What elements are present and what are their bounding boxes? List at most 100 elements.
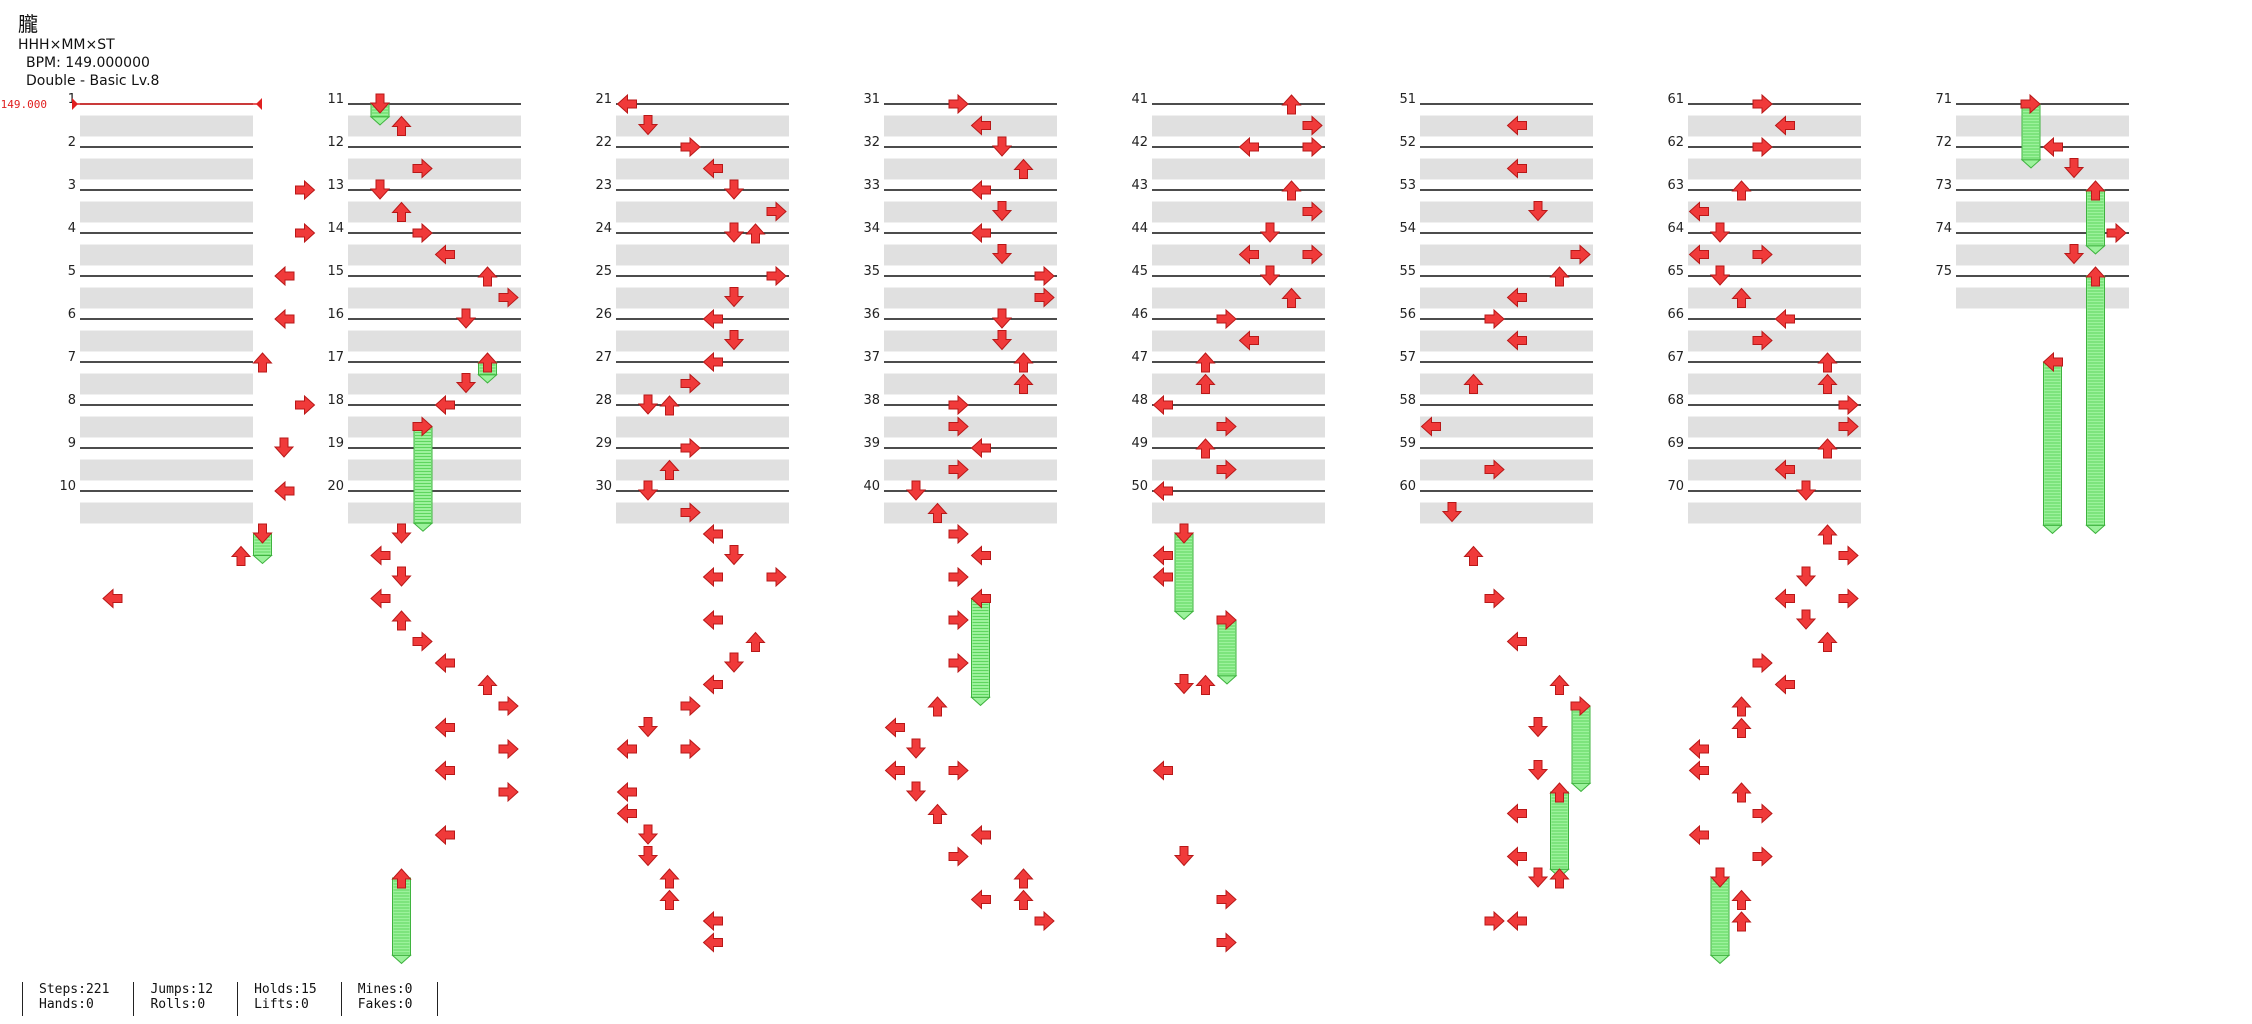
arrow-left-icon bbox=[1506, 158, 1527, 179]
row-stripe bbox=[1152, 287, 1325, 309]
arrow-left-icon bbox=[970, 889, 991, 910]
measure-number: 61 bbox=[1667, 92, 1684, 107]
measure-number: 37 bbox=[863, 350, 880, 365]
arrow-up-icon bbox=[1731, 717, 1752, 738]
arrow-down-icon bbox=[637, 717, 659, 738]
row-stripe bbox=[1420, 459, 1593, 481]
stat-line: Jumps:12 bbox=[150, 982, 214, 997]
arrow-up-icon bbox=[659, 868, 680, 889]
arrow-left-icon bbox=[1774, 308, 1795, 330]
arrow-right-icon bbox=[1838, 545, 1859, 566]
row-stripe bbox=[1956, 287, 2129, 309]
measure-number: 5 bbox=[68, 264, 76, 279]
row-stripe bbox=[348, 373, 521, 395]
measure-number: 45 bbox=[1131, 264, 1148, 279]
arrow-right-icon bbox=[680, 738, 701, 760]
arrow-up-icon bbox=[1013, 868, 1034, 889]
arrow-right-icon bbox=[948, 760, 969, 781]
row-stripe bbox=[616, 330, 789, 352]
arrow-down-icon bbox=[723, 545, 745, 566]
arrow-left-icon bbox=[1506, 631, 1527, 652]
arrow-right-icon bbox=[948, 394, 969, 416]
arrow-left-icon bbox=[702, 158, 723, 179]
row-stripe bbox=[1420, 502, 1593, 524]
arrow-right-icon bbox=[1570, 695, 1591, 717]
arrow-left-icon bbox=[884, 760, 905, 781]
arrow-right-icon bbox=[1752, 93, 1773, 115]
arrow-left-icon bbox=[434, 760, 455, 781]
row-stripe bbox=[1688, 459, 1861, 481]
measure-number: 57 bbox=[1399, 350, 1416, 365]
stats-cell: Steps:221 Hands:0 bbox=[22, 982, 133, 1016]
measure-number: 49 bbox=[1131, 436, 1148, 451]
row-stripe bbox=[80, 330, 253, 352]
row-stripe bbox=[884, 287, 1057, 309]
bpm-label: BPM: 149.000000 bbox=[26, 55, 150, 71]
measure-number: 3 bbox=[68, 178, 76, 193]
arrow-left-icon bbox=[970, 588, 991, 609]
arrow-right-icon bbox=[498, 781, 519, 803]
arrow-right-icon bbox=[1216, 416, 1237, 437]
row-stripe bbox=[1688, 201, 1861, 223]
arrow-down-icon bbox=[1527, 867, 1549, 888]
row-stripe bbox=[1420, 244, 1593, 266]
arrow-left-icon bbox=[970, 115, 991, 136]
row-stripe bbox=[616, 459, 789, 481]
row-stripe bbox=[1152, 502, 1325, 524]
chart-column: 11 12 13 14 15 16 17 18 19 20 bbox=[327, 92, 521, 965]
row-stripe bbox=[616, 416, 789, 438]
measure-number: 25 bbox=[595, 264, 612, 279]
arrow-up-icon bbox=[391, 115, 412, 136]
arrow-up-icon bbox=[1281, 180, 1302, 201]
arrow-down-icon bbox=[1795, 566, 1817, 587]
arrow-right-icon bbox=[1484, 910, 1505, 932]
song-title: 朧 bbox=[18, 12, 38, 36]
hold-tail bbox=[477, 374, 498, 384]
measure-number: 9 bbox=[68, 436, 76, 451]
arrow-up-icon bbox=[1817, 373, 1838, 394]
arrow-left-icon bbox=[702, 308, 723, 330]
hold-tail bbox=[2085, 524, 2106, 535]
arrow-left-icon bbox=[1420, 416, 1441, 437]
row-stripe bbox=[1420, 201, 1593, 223]
hold-tail bbox=[1709, 954, 1731, 965]
row-stripe bbox=[884, 373, 1057, 395]
row-stripe bbox=[616, 502, 789, 524]
arrow-down-icon bbox=[2063, 244, 2085, 265]
arrow-left-icon bbox=[702, 609, 723, 631]
chart-column: 31 32 33 34 35 36 37 38 39 40 bbox=[863, 92, 1057, 932]
measure-number: 14 bbox=[327, 221, 344, 236]
row-stripe bbox=[1420, 330, 1593, 352]
arrow-up-icon bbox=[1013, 158, 1034, 179]
row-stripe bbox=[1688, 330, 1861, 352]
arrow-up-icon bbox=[1195, 352, 1216, 373]
measure-number: 4 bbox=[68, 221, 76, 236]
measure-number: 66 bbox=[1667, 307, 1684, 322]
row-stripe bbox=[1688, 502, 1861, 524]
arrow-up-icon bbox=[1817, 524, 1838, 545]
arrow-down-icon bbox=[723, 330, 745, 351]
measure-number: 40 bbox=[863, 479, 880, 494]
arrow-down-icon bbox=[723, 179, 745, 200]
arrow-right-icon bbox=[1216, 932, 1237, 953]
arrow-up-icon bbox=[1817, 631, 1838, 652]
arrow-right-icon bbox=[766, 201, 787, 222]
arrow-left-icon bbox=[274, 480, 295, 502]
hold-tail bbox=[369, 116, 391, 126]
arrow-up-icon bbox=[1463, 373, 1484, 394]
arrow-left-icon bbox=[434, 394, 455, 416]
measure-number: 31 bbox=[863, 92, 880, 107]
row-stripe bbox=[884, 502, 1057, 524]
row-stripe bbox=[884, 115, 1057, 137]
row-stripe bbox=[1956, 244, 2129, 266]
stat-line: Lifts:0 bbox=[254, 997, 309, 1012]
arrow-left-icon bbox=[1774, 674, 1795, 695]
row-stripe bbox=[1688, 373, 1861, 395]
row-stripe bbox=[348, 459, 521, 481]
measure-number: 51 bbox=[1399, 92, 1416, 107]
measure-number: 73 bbox=[1935, 178, 1952, 193]
hold-tail bbox=[412, 522, 434, 532]
arrow-right-icon bbox=[948, 846, 969, 867]
measure-number: 39 bbox=[863, 436, 880, 451]
